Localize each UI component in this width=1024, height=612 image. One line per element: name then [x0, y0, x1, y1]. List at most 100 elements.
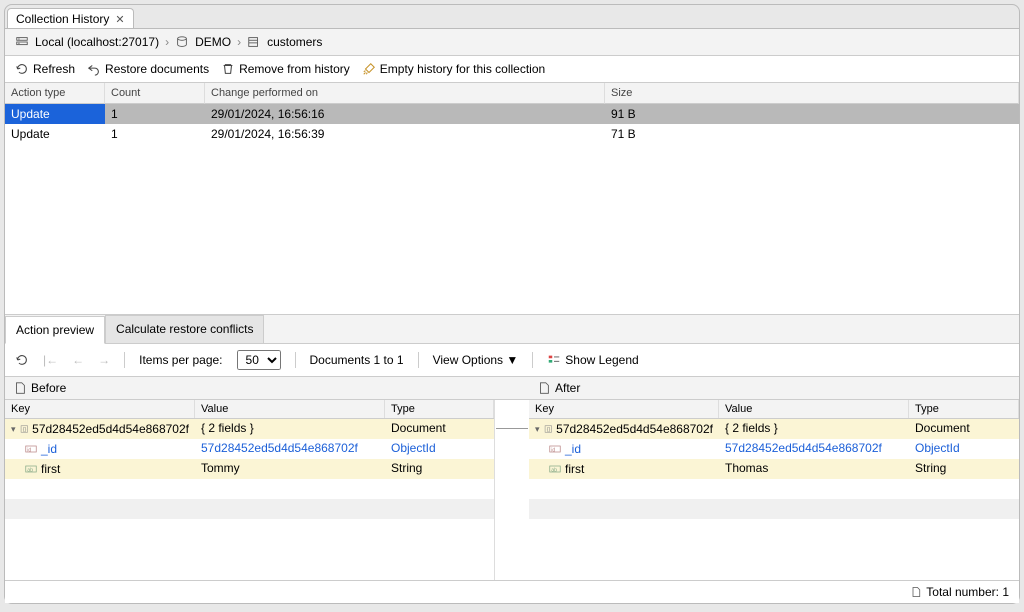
root-type: Document: [909, 419, 1019, 439]
doc-root-row[interactable]: ▾ {} 57d28452ed5d4d54e868702f { 2 fields…: [529, 419, 1019, 439]
col-value[interactable]: Value: [195, 400, 385, 418]
history-table: Action type Count Change performed on Si…: [5, 83, 1019, 315]
tab-action-preview[interactable]: Action preview: [5, 316, 105, 344]
broom-icon: [362, 62, 376, 76]
refresh-icon: [15, 353, 29, 367]
empty-button[interactable]: Empty history for this collection: [362, 62, 545, 76]
root-id: 57d28452ed5d4d54e868702f: [556, 422, 713, 436]
next-page-button[interactable]: →: [98, 353, 110, 367]
toolbar: Refresh Restore documents Remove from hi…: [5, 56, 1019, 83]
items-per-page-label: Items per page:: [139, 353, 222, 367]
show-legend-button[interactable]: Show Legend: [547, 353, 638, 367]
diff-headers: Before After: [5, 377, 1019, 400]
breadcrumb-collection[interactable]: customers: [267, 35, 322, 49]
first-type: String: [385, 459, 494, 479]
doc-columns: Key Value Type: [529, 400, 1019, 419]
doc-id-row[interactable]: id _id 57d28452ed5d4d54e868702f ObjectId: [5, 439, 494, 459]
empty-row: [529, 519, 1019, 539]
remove-label: Remove from history: [239, 62, 350, 76]
server-icon: [15, 35, 29, 49]
doc-range-label: Documents 1 to 1: [310, 353, 404, 367]
col-key[interactable]: Key: [529, 400, 719, 418]
diff-gap: [495, 377, 529, 399]
restore-button[interactable]: Restore documents: [87, 62, 209, 76]
svg-text:ab: ab: [27, 467, 33, 473]
root-id: 57d28452ed5d4d54e868702f: [32, 422, 189, 436]
doc-id-row[interactable]: id _id 57d28452ed5d4d54e868702f ObjectId: [529, 439, 1019, 459]
first-key-cell: ab first: [529, 459, 719, 479]
id-value: 57d28452ed5d4d54e868702f: [195, 439, 385, 459]
document-icon: [910, 586, 922, 598]
object-icon: {}: [20, 423, 29, 435]
after-label: After: [555, 381, 580, 395]
window-frame: Collection History ✕ Local (localhost:27…: [4, 4, 1020, 604]
refresh-button[interactable]: Refresh: [15, 62, 75, 76]
col-count[interactable]: Count: [105, 83, 205, 104]
root-type: Document: [385, 419, 494, 439]
remove-button[interactable]: Remove from history: [221, 62, 350, 76]
refresh-label: Refresh: [33, 62, 75, 76]
separator: [124, 352, 125, 368]
separator: [532, 352, 533, 368]
col-size[interactable]: Size: [605, 83, 1019, 104]
tab-restore-conflicts[interactable]: Calculate restore conflicts: [105, 315, 264, 343]
empty-row: [5, 479, 494, 499]
id-value: 57d28452ed5d4d54e868702f: [719, 439, 909, 459]
table-row[interactable]: Update129/01/2024, 16:56:3971 B: [5, 124, 1019, 144]
col-type[interactable]: Type: [385, 400, 494, 418]
diff-body: Key Value Type ▾ {} 57d28452ed5d4d54e868…: [5, 400, 1019, 580]
tab-collection-history[interactable]: Collection History ✕: [7, 8, 134, 29]
document-icon: [537, 381, 551, 395]
after-header: After: [529, 377, 1019, 399]
table-row[interactable]: Update129/01/2024, 16:56:1691 B: [5, 104, 1019, 124]
col-value[interactable]: Value: [719, 400, 909, 418]
empty-row: [529, 479, 1019, 499]
id-icon: id: [549, 443, 561, 455]
preview-toolbar: |← ← → Items per page: 50 Documents 1 to…: [5, 344, 1019, 377]
breadcrumb-database[interactable]: DEMO: [195, 35, 231, 49]
root-summary: { 2 fields }: [719, 419, 909, 439]
tab-bar: Collection History ✕: [5, 5, 1019, 29]
doc-columns: Key Value Type: [5, 400, 494, 419]
first-key-cell: ab first: [5, 459, 195, 479]
database-icon: [175, 35, 189, 49]
collapse-icon[interactable]: ▾: [535, 424, 540, 435]
diff-connector: [495, 400, 529, 580]
doc-root-row[interactable]: ▾ {} 57d28452ed5d4d54e868702f { 2 fields…: [5, 419, 494, 439]
history-body: Update129/01/2024, 16:56:1691 BUpdate129…: [5, 104, 1019, 314]
svg-text:{}: {}: [546, 427, 550, 433]
id-key-cell: id _id: [529, 439, 719, 459]
refresh-preview-button[interactable]: [15, 353, 29, 367]
col-key[interactable]: Key: [5, 400, 195, 418]
before-body: ▾ {} 57d28452ed5d4d54e868702f { 2 fields…: [5, 419, 494, 580]
items-per-page-select[interactable]: 50: [237, 350, 281, 370]
id-type: ObjectId: [909, 439, 1019, 459]
doc-first-row[interactable]: ab first Thomas String: [529, 459, 1019, 479]
before-side: Key Value Type ▾ {} 57d28452ed5d4d54e868…: [5, 400, 495, 580]
breadcrumb-server[interactable]: Local (localhost:27017): [35, 35, 159, 49]
col-changed[interactable]: Change performed on: [205, 83, 605, 104]
empty-row: [5, 519, 494, 539]
string-icon: ab: [25, 463, 37, 475]
restore-label: Restore documents: [105, 62, 209, 76]
before-label: Before: [31, 381, 66, 395]
collapse-icon[interactable]: ▾: [11, 424, 16, 435]
first-key: first: [41, 462, 60, 476]
first-page-button[interactable]: |←: [43, 353, 58, 367]
first-value-after: Thomas: [719, 459, 909, 479]
view-options-button[interactable]: View Options ▼: [433, 353, 519, 367]
doc-first-row[interactable]: ab first Tommy String: [5, 459, 494, 479]
root-key: ▾ {} 57d28452ed5d4d54e868702f: [5, 419, 195, 439]
col-type[interactable]: Type: [909, 400, 1019, 418]
prev-page-button[interactable]: ←: [72, 353, 84, 367]
history-header: Action type Count Change performed on Si…: [5, 83, 1019, 104]
empty-row: [529, 499, 1019, 519]
chevron-right-icon: ›: [237, 35, 241, 49]
diff-panel: Before After Key Value Type: [5, 377, 1019, 580]
close-icon[interactable]: ✕: [115, 13, 124, 26]
undo-icon: [87, 62, 101, 76]
col-action[interactable]: Action type: [5, 83, 105, 104]
view-options-label: View Options ▼: [433, 353, 519, 367]
chevron-right-icon: ›: [165, 35, 169, 49]
empty-row: [5, 499, 494, 519]
